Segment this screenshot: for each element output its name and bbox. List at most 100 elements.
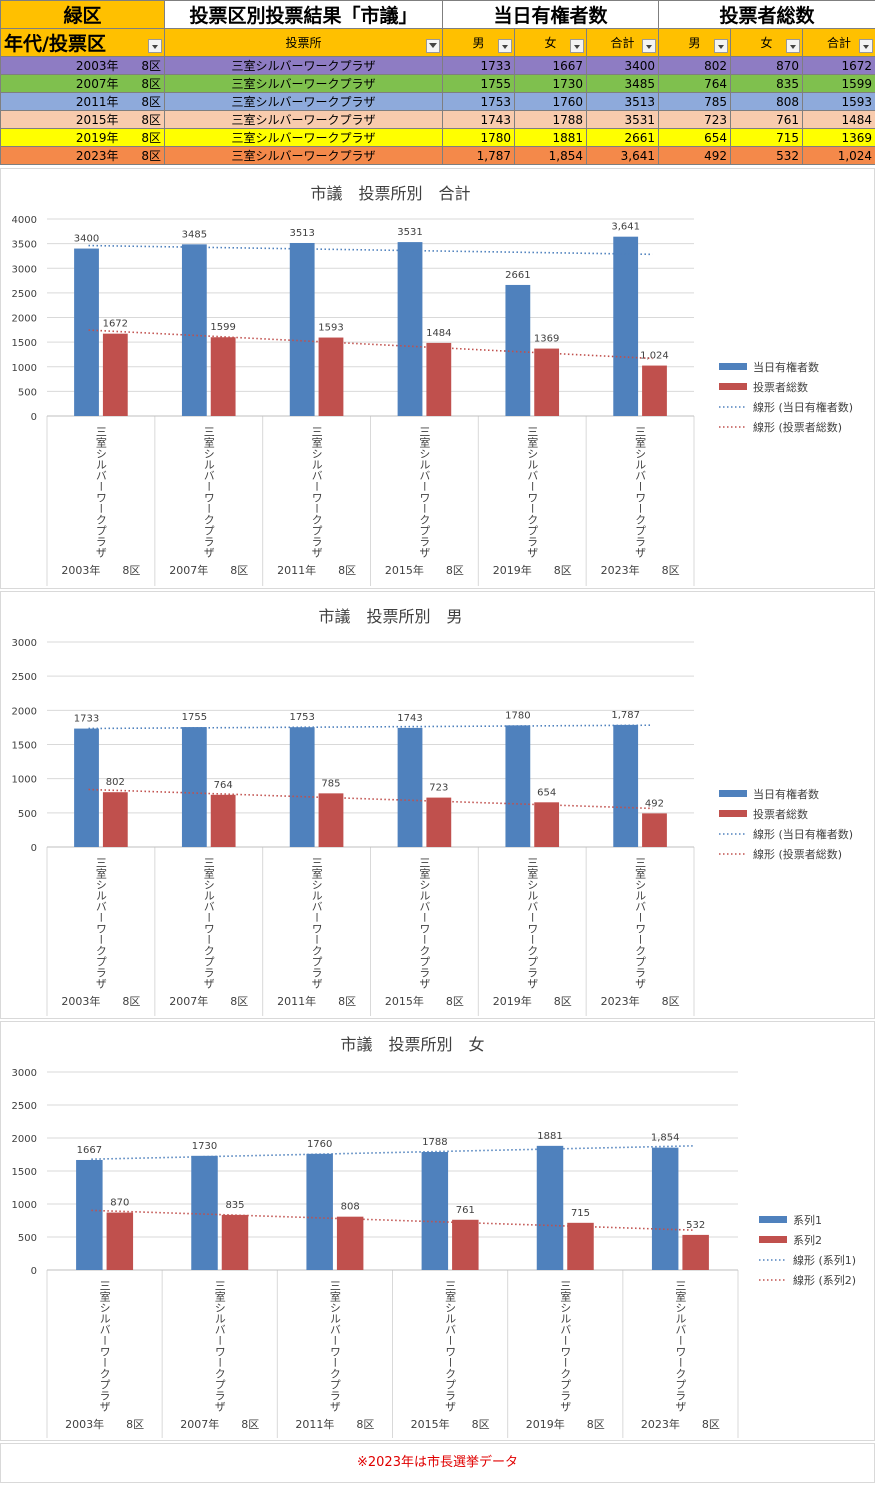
header-row-2: 年代/投票区 投票所 男 女 合計 男 女 合計 bbox=[0, 28, 875, 57]
legend-swatch bbox=[719, 810, 747, 817]
filter-dropdown-icon[interactable] bbox=[642, 39, 657, 53]
filter-active-icon[interactable] bbox=[426, 39, 440, 53]
y-tick-label: 3000 bbox=[12, 264, 37, 275]
chart-male[interactable]: 0 500 1000 1500 2000 2500 3000 1733 1755 1753 1743… bbox=[0, 591, 875, 1019]
filter-dropdown-icon[interactable] bbox=[148, 39, 162, 53]
legend-label: 線形 (系列1) bbox=[793, 1253, 856, 1267]
voters-male-cell[interactable]: 492 bbox=[658, 146, 732, 165]
voters-male-header[interactable]: 男 bbox=[658, 28, 732, 57]
y-tick-label: 500 bbox=[18, 1233, 37, 1244]
era-district-header[interactable]: 年代/投票区 bbox=[0, 28, 165, 57]
year-district-cell[interactable]: 2011年 8区 bbox=[0, 92, 165, 111]
bar-series1 bbox=[651, 1147, 679, 1270]
legend-label: 線形 (投票者総数) bbox=[753, 420, 842, 434]
eligible-female-cell[interactable]: 1730 bbox=[514, 74, 587, 93]
eligible-total-cell[interactable]: 2661 bbox=[585, 128, 660, 147]
bar-series1 bbox=[397, 242, 423, 416]
eligible-male-cell[interactable]: 1,787 bbox=[442, 146, 515, 165]
total-label: 合計 bbox=[610, 36, 635, 50]
voters-male-cell[interactable]: 802 bbox=[658, 56, 732, 75]
eligible-total-header[interactable]: 合計 bbox=[585, 28, 660, 57]
eligible-male-header[interactable]: 男 bbox=[442, 28, 515, 57]
year-district-cell[interactable]: 2007年 8区 bbox=[0, 74, 165, 93]
bar-series1 bbox=[181, 727, 207, 847]
voters-total-cell[interactable]: 1593 bbox=[802, 92, 875, 111]
filter-dropdown-icon[interactable] bbox=[498, 39, 512, 53]
eligible-male-cell[interactable]: 1780 bbox=[442, 128, 515, 147]
data-label: 1753 bbox=[289, 712, 314, 723]
legend-label: 当日有権者数 bbox=[753, 787, 819, 801]
year-district-cell[interactable]: 2023年 8区 bbox=[0, 146, 165, 165]
voters-total-cell[interactable]: 1484 bbox=[802, 110, 875, 129]
station-cell[interactable]: 三室シルバーワークプラザ bbox=[164, 56, 443, 75]
results-table: 緑区 投票区別投票結果「市議」 当日有権者数 投票者総数 年代/投票区 投票所 … bbox=[0, 0, 875, 165]
eligible-total-cell[interactable]: 3400 bbox=[585, 56, 660, 75]
voters-male-cell[interactable]: 723 bbox=[658, 110, 732, 129]
voters-female-cell[interactable]: 835 bbox=[730, 74, 804, 93]
eligible-total-cell[interactable]: 3513 bbox=[585, 92, 660, 111]
voters-total-cell[interactable]: 1369 bbox=[802, 128, 875, 147]
y-tick-label: 1000 bbox=[12, 775, 37, 786]
eligible-female-cell[interactable]: 1881 bbox=[514, 128, 587, 147]
chart-title: 市議 投票所別 女 bbox=[340, 1035, 484, 1054]
eligible-male-cell[interactable]: 1743 bbox=[442, 110, 515, 129]
data-label: 3485 bbox=[182, 229, 207, 240]
chart-total[interactable]: 0 500 1000 1500 2000 2500 3000 3500 4000 3400 3485… bbox=[0, 168, 875, 589]
station-header[interactable]: 投票所 bbox=[164, 28, 443, 57]
ward-cell[interactable]: 緑区 bbox=[0, 0, 165, 29]
title-cell[interactable]: 投票区別投票結果「市議」 bbox=[164, 0, 443, 29]
legend-swatch bbox=[719, 363, 747, 370]
filter-dropdown-icon[interactable] bbox=[714, 39, 729, 53]
station-cell[interactable]: 三室シルバーワークプラザ bbox=[164, 146, 443, 165]
station-cell[interactable]: 三室シルバーワークプラザ bbox=[164, 128, 443, 147]
filter-dropdown-icon[interactable] bbox=[570, 39, 584, 53]
voters-total-cell[interactable]: 1672 bbox=[802, 56, 875, 75]
eligible-female-header[interactable]: 女 bbox=[514, 28, 587, 57]
eligible-male-cell[interactable]: 1755 bbox=[442, 74, 515, 93]
bar-series2 bbox=[210, 337, 236, 416]
station-cell[interactable]: 三室シルバーワークプラザ bbox=[164, 110, 443, 129]
eligible-total-cell[interactable]: 3531 bbox=[585, 110, 660, 129]
voters-total-header[interactable]: 合計 bbox=[802, 28, 875, 57]
voters-total-cell[interactable]: 1599 bbox=[802, 74, 875, 93]
voters-female-header[interactable]: 女 bbox=[730, 28, 804, 57]
eligible-female-cell[interactable]: 1788 bbox=[514, 110, 587, 129]
voters-female-cell[interactable]: 761 bbox=[730, 110, 804, 129]
era-district-label: 年代/投票区 bbox=[4, 33, 106, 55]
chart-female[interactable]: 0 500 1000 1500 2000 2500 3000 1667 1730 1760 1788… bbox=[0, 1021, 875, 1441]
year-district-cell[interactable]: 2019年 8区 bbox=[0, 128, 165, 147]
voters-female-cell[interactable]: 532 bbox=[730, 146, 804, 165]
x-category-station: 三室シルバーワークプラザ bbox=[310, 426, 323, 558]
data-label: 723 bbox=[429, 783, 448, 794]
voters-female-cell[interactable]: 870 bbox=[730, 56, 804, 75]
eligible-header[interactable]: 当日有権者数 bbox=[441, 0, 660, 29]
voters-male-cell[interactable]: 654 bbox=[658, 128, 732, 147]
eligible-male-cell[interactable]: 1733 bbox=[442, 56, 515, 75]
bar-series2 bbox=[318, 793, 344, 847]
voters-female-cell[interactable]: 808 bbox=[730, 92, 804, 111]
filter-dropdown-icon[interactable] bbox=[786, 39, 801, 53]
voters-total-cell[interactable]: 1,024 bbox=[802, 146, 875, 165]
data-label: 785 bbox=[321, 778, 340, 789]
station-cell[interactable]: 三室シルバーワークプラザ bbox=[164, 74, 443, 93]
eligible-female-cell[interactable]: 1667 bbox=[514, 56, 587, 75]
voters-male-cell[interactable]: 764 bbox=[658, 74, 732, 93]
year-district-cell[interactable]: 2003年 8区 bbox=[0, 56, 165, 75]
data-label: 1730 bbox=[192, 1141, 217, 1152]
x-category-label: 2015年 8区 bbox=[385, 563, 464, 577]
x-category-station: 三室シルバーワークプラザ bbox=[634, 426, 647, 558]
year-district-cell[interactable]: 2015年 8区 bbox=[0, 110, 165, 129]
station-cell[interactable]: 三室シルバーワークプラザ bbox=[164, 92, 443, 111]
eligible-female-cell[interactable]: 1760 bbox=[514, 92, 587, 111]
voters-male-cell[interactable]: 785 bbox=[658, 92, 732, 111]
total-label: 合計 bbox=[827, 36, 852, 50]
filter-dropdown-icon[interactable] bbox=[859, 39, 874, 53]
legend-label: 線形 (当日有権者数) bbox=[753, 827, 853, 841]
bar-series1 bbox=[289, 242, 315, 416]
voters-header[interactable]: 投票者総数 bbox=[658, 0, 875, 29]
eligible-male-cell[interactable]: 1753 bbox=[442, 92, 515, 111]
eligible-female-cell[interactable]: 1,854 bbox=[514, 146, 587, 165]
eligible-total-cell[interactable]: 3,641 bbox=[585, 146, 660, 165]
voters-female-cell[interactable]: 715 bbox=[730, 128, 804, 147]
eligible-total-cell[interactable]: 3485 bbox=[585, 74, 660, 93]
